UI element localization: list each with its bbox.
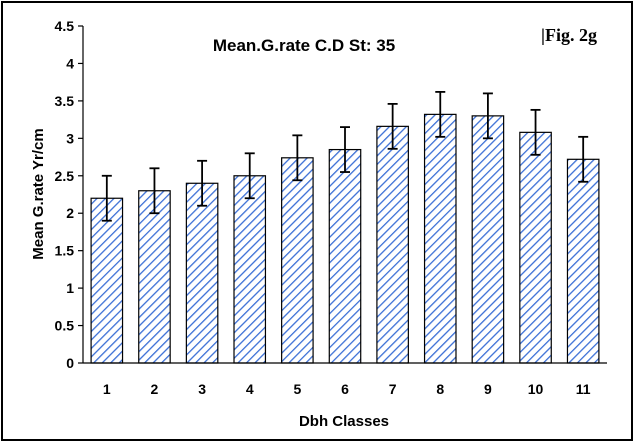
x-tick-label: 11 [576, 381, 591, 397]
y-axis-title: Mean G.rate Yr/cm [30, 128, 47, 259]
y-tick-label: 1 [66, 280, 74, 296]
bar [281, 157, 314, 364]
x-tick-label: 6 [341, 381, 349, 397]
figure-label: |Fig. 2g [541, 25, 597, 45]
x-tick-label: 3 [198, 381, 206, 397]
x-axis-title: Dbh Classes [299, 413, 389, 430]
bar [233, 175, 267, 364]
bar [423, 113, 457, 364]
x-tick-label: 2 [151, 381, 159, 397]
bar [138, 190, 171, 364]
y-tick-label: 0.5 [55, 318, 75, 334]
x-tick-label: 1 [103, 381, 111, 397]
bar [328, 148, 362, 364]
bar [376, 125, 409, 364]
y-tick-label: 2.5 [55, 168, 75, 184]
bar-chart: 0 0.5 1 1.5 2 2.5 3 3.5 4 4.5 1 2 3 4 5 6 7 8 9 10 11 Mean.G… [30, 18, 607, 430]
x-tick-label: 8 [436, 381, 444, 397]
y-tick-label: 3.5 [55, 93, 75, 109]
y-tick-label: 3 [66, 130, 74, 146]
y-tick-label: 4 [66, 55, 74, 71]
x-tick-label: 9 [484, 381, 492, 397]
x-tick-label: 4 [246, 381, 254, 397]
bar [90, 197, 124, 364]
bar [566, 158, 600, 364]
x-tick-label: 7 [389, 381, 397, 397]
x-tick-label: 5 [293, 381, 301, 397]
chart-title: Mean.G.rate C.D St: 35 [213, 36, 395, 55]
bar [471, 115, 505, 364]
y-tick-label: 1.5 [55, 243, 75, 259]
y-tick-label: 0 [66, 355, 74, 371]
x-tick-label: 10 [528, 381, 544, 397]
bar [185, 182, 219, 364]
y-tick-label: 2 [66, 205, 74, 221]
y-tick-label: 4.5 [55, 18, 75, 34]
bar [519, 131, 552, 364]
